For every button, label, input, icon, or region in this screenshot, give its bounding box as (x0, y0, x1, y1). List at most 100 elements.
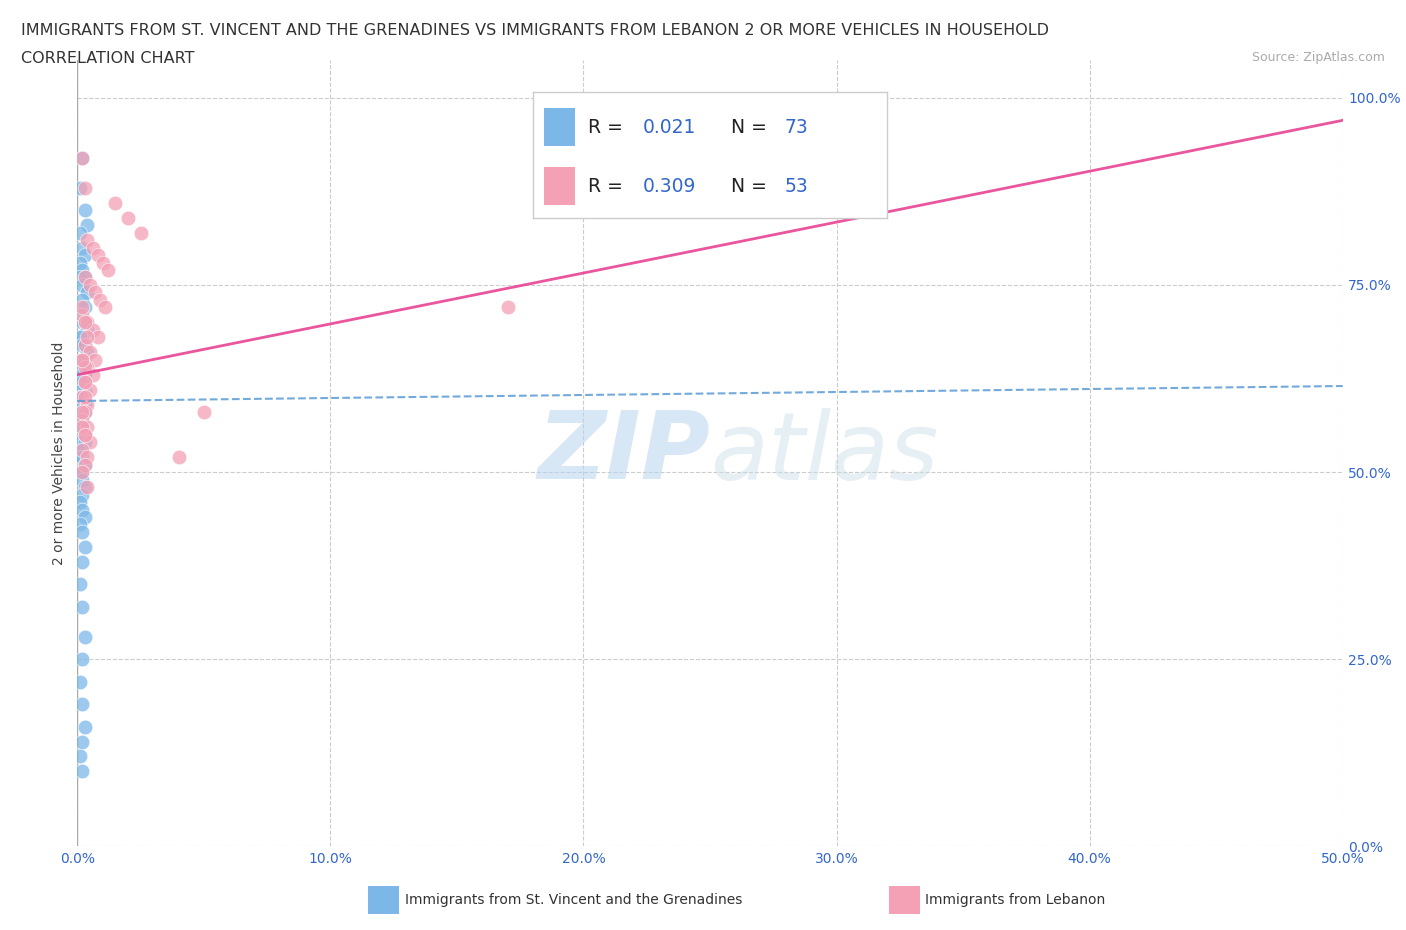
Point (69, 495, 91, 510)
Point (72, 427, 94, 442)
Point (73, 180, 96, 195)
Point (94, 300, 117, 315)
Point (69, 270, 91, 285)
Point (72, 352, 94, 367)
Point (73, 458, 96, 472)
Point (82, 367, 104, 382)
Point (69, 465, 91, 480)
Point (117, 210, 139, 225)
Point (104, 195, 127, 210)
Point (79, 434, 101, 449)
Point (72, 277, 94, 292)
Text: N =: N = (731, 117, 773, 137)
Point (72, 599, 94, 614)
Point (76, 323, 98, 338)
Point (79, 345, 101, 360)
Point (73, 375, 96, 390)
Point (76, 330, 98, 345)
Point (76, 480, 98, 495)
Point (69, 225, 91, 240)
Point (72, 262, 94, 277)
Point (69, 397, 91, 412)
Point (69, 434, 91, 449)
Point (69, 577, 91, 591)
Point (72, 554, 94, 569)
Point (76, 218, 98, 232)
Point (73, 539, 96, 554)
Point (82, 240, 104, 255)
Point (73, 338, 96, 352)
Point (496, 300, 519, 315)
Point (97, 262, 120, 277)
Point (73, 427, 96, 442)
Point (79, 277, 101, 292)
Point (72, 442, 94, 457)
Text: Source: ZipAtlas.com: Source: ZipAtlas.com (1251, 51, 1385, 64)
Point (73, 434, 96, 449)
Point (72, 375, 94, 390)
Point (72, 390, 94, 405)
Point (73, 315, 96, 330)
Point (73, 719, 96, 734)
Text: 73: 73 (785, 117, 808, 137)
Point (72, 151, 94, 166)
Point (73, 458, 96, 472)
Point (72, 352, 94, 367)
Point (76, 419, 98, 434)
Point (72, 697, 94, 711)
Text: 0.309: 0.309 (643, 177, 696, 195)
Point (72, 502, 94, 517)
Text: N =: N = (731, 177, 773, 195)
Point (73, 630, 96, 644)
FancyBboxPatch shape (544, 108, 575, 146)
Point (72, 390, 94, 405)
Point (73, 247, 96, 262)
Point (72, 293, 94, 308)
Point (73, 405, 96, 419)
Point (69, 749, 91, 764)
Point (69, 674, 91, 689)
Point (72, 764, 94, 779)
Point (73, 480, 96, 495)
Text: R =: R = (588, 117, 628, 137)
Point (72, 472, 94, 487)
Point (69, 255, 91, 270)
Point (167, 450, 190, 465)
Point (73, 397, 96, 412)
Text: Immigrants from St. Vincent and the Grenadines: Immigrants from St. Vincent and the Gren… (405, 893, 742, 908)
Point (69, 390, 91, 405)
Point (73, 315, 96, 330)
Point (72, 442, 94, 457)
Y-axis label: 2 or more Vehicles in Household: 2 or more Vehicles in Household (52, 341, 66, 565)
Point (72, 419, 94, 434)
Point (72, 367, 94, 382)
Text: Immigrants from Lebanon: Immigrants from Lebanon (925, 893, 1105, 908)
Point (69, 180, 91, 195)
Point (73, 510, 96, 525)
Point (86, 330, 108, 345)
Point (72, 734, 94, 749)
Point (72, 240, 94, 255)
Point (72, 465, 94, 480)
Point (72, 412, 94, 427)
Point (72, 360, 94, 375)
Text: IMMIGRANTS FROM ST. VINCENT AND THE GRENADINES VS IMMIGRANTS FROM LEBANON 2 OR M: IMMIGRANTS FROM ST. VINCENT AND THE GREN… (21, 23, 1049, 38)
Point (72, 338, 94, 352)
Text: atlas: atlas (710, 408, 938, 498)
Point (76, 450, 98, 465)
Point (193, 405, 215, 419)
Text: ZIP: ZIP (537, 407, 710, 499)
Point (91, 255, 114, 270)
Text: 53: 53 (785, 177, 808, 195)
Point (73, 270, 96, 285)
Point (72, 308, 94, 323)
Point (69, 450, 91, 465)
Point (69, 330, 91, 345)
Point (73, 427, 96, 442)
Point (73, 405, 96, 419)
Point (76, 232, 98, 247)
Point (73, 270, 96, 285)
Point (72, 450, 94, 465)
Point (89, 293, 111, 308)
Point (84, 285, 107, 299)
